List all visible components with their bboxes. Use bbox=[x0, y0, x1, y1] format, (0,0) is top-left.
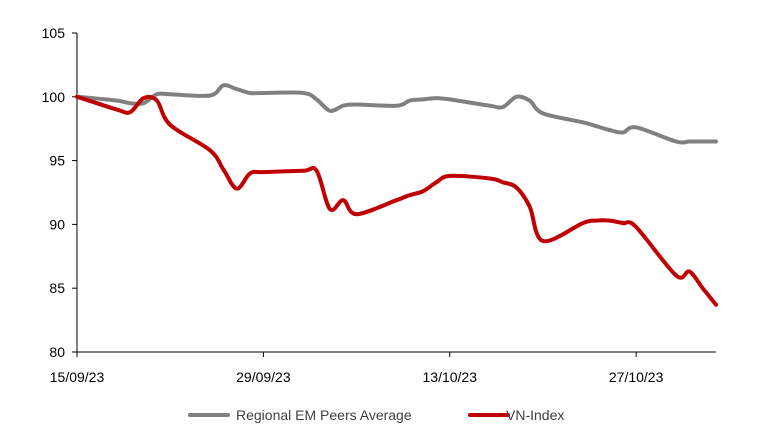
series-line-vn-index bbox=[75, 94, 718, 307]
x-tick-label: 13/10/23 bbox=[423, 369, 478, 385]
y-tick-label: 100 bbox=[42, 89, 66, 105]
y-tick-label: 105 bbox=[42, 25, 66, 41]
legend-label: VN-Index bbox=[506, 407, 564, 423]
x-tick-label: 27/10/23 bbox=[609, 369, 664, 385]
x-tick-label: 15/09/23 bbox=[50, 369, 105, 385]
y-tick-label: 95 bbox=[49, 153, 65, 169]
legend-label: Regional EM Peers Average bbox=[236, 407, 412, 423]
series-line-regional-em-peers bbox=[75, 83, 718, 145]
y-tick-label: 80 bbox=[49, 344, 65, 360]
x-tick-label: 29/09/23 bbox=[236, 369, 291, 385]
y-tick-label: 90 bbox=[49, 216, 65, 232]
y-tick-label: 85 bbox=[49, 280, 65, 296]
